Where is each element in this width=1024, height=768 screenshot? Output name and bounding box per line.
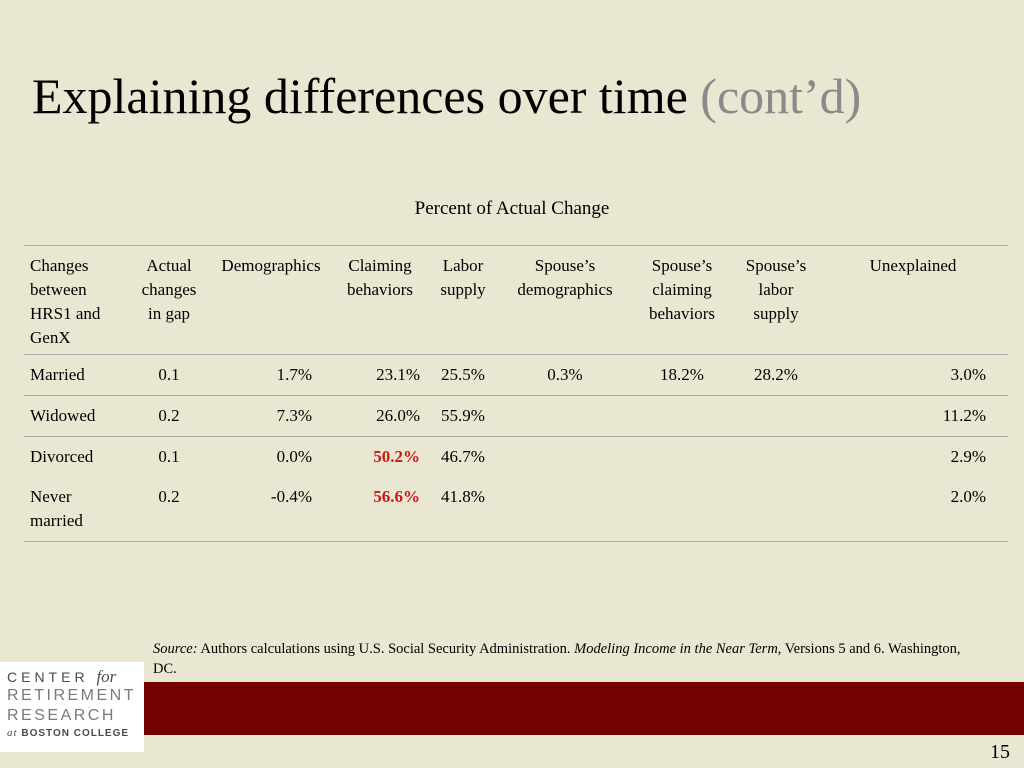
cell-spouse-labor: 28.2% (734, 354, 818, 396)
cell-claiming-highlighted: 56.6% (334, 477, 426, 542)
table-row: Divorced 0.1 0.0% 50.2% 46.7% 2.9% (24, 437, 1008, 478)
cell-spouse-claiming (630, 477, 734, 542)
cell-demographics: -0.4% (208, 477, 334, 542)
table-row: Never married 0.2 -0.4% 56.6% 41.8% 2.0% (24, 477, 1008, 542)
cell-spouse-labor (734, 395, 818, 437)
cell-gap: 0.2 (130, 477, 208, 542)
cell-spouse-demographics: 0.3% (500, 354, 630, 396)
title-suffix: (cont’d) (700, 68, 862, 124)
title-main: Explaining differences over time (32, 68, 688, 124)
row-label: Never married (24, 477, 130, 542)
cell-labor: 41.8% (426, 477, 500, 542)
row-label: Divorced (30, 447, 94, 466)
cell-claiming: 26.0% (334, 395, 426, 437)
crr-logo: CENTER for RETIREMENT RESEARCH at BOSTON… (0, 662, 144, 752)
logo-line-retirement: RETIREMENT (7, 687, 136, 704)
cell-gap: 0.1 (158, 447, 180, 466)
cell-labor: 46.7% (441, 447, 485, 466)
cell-unexplained: 3.0% (818, 354, 1008, 396)
cell-demographics: 7.3% (208, 395, 334, 437)
header-actual-changes: Actual changes in gap (130, 245, 208, 355)
results-table: Changes between HRS1 and GenX Actual cha… (24, 245, 1008, 542)
cell-spouse-claiming (630, 437, 734, 478)
slide-title: Explaining differences over time (cont’d… (32, 64, 861, 128)
row-label: Married (24, 354, 130, 396)
cell-labor: 25.5% (426, 354, 500, 396)
cell-demographics: 0.0% (276, 447, 312, 466)
header-spouse-claiming: Spouse’s claiming behaviors (630, 245, 734, 355)
cell-unexplained: 2.0% (818, 477, 1008, 542)
page-number: 15 (990, 741, 1010, 763)
source-label: Source: (153, 641, 198, 657)
cell-gap: 0.2 (130, 395, 208, 437)
cell-spouse-demographics (500, 437, 630, 478)
cell-spouse-demographics (500, 477, 630, 542)
cell-spouse-labor (734, 437, 818, 478)
cell-labor: 55.9% (426, 395, 500, 437)
footer-band (0, 682, 1024, 735)
row-label: Widowed (24, 395, 130, 437)
cell-demographics: 1.7% (208, 354, 334, 396)
header-labor-supply: Labor supply (426, 245, 500, 355)
cell-spouse-labor (734, 477, 818, 542)
header-spouse-demographics: Spouse’s demographics (500, 245, 630, 355)
cell-claiming-highlighted: 50.2% (373, 447, 420, 466)
cell-spouse-claiming (630, 395, 734, 437)
header-claiming: Claiming behaviors (334, 245, 426, 355)
cell-spouse-demographics (500, 395, 630, 437)
logo-line-boston-college: at BOSTON COLLEGE (7, 727, 130, 739)
table-caption: Percent of Actual Change (414, 198, 610, 219)
cell-unexplained: 2.9% (950, 447, 986, 466)
source-publication: Modeling Income in the Near Term (574, 641, 778, 657)
header-changes: Changes between HRS1 and GenX (24, 245, 130, 355)
header-spouse-labor: Spouse’s labor supply (734, 245, 818, 355)
cell-spouse-claiming: 18.2% (630, 354, 734, 396)
table-row: Widowed 0.2 7.3% 26.0% 55.9% 11.2% (24, 395, 1008, 437)
logo-line-research: RESEARCH (7, 707, 116, 724)
header-unexplained: Unexplained (818, 245, 1008, 355)
cell-claiming: 23.1% (334, 354, 426, 396)
logo-line-center: CENTER for (7, 667, 117, 686)
cell-unexplained: 11.2% (818, 395, 1008, 437)
table-row: Married 0.1 1.7% 23.1% 25.5% 0.3% 18.2% … (24, 354, 1008, 396)
header-demographics: Demographics (208, 245, 334, 355)
source-text-end: , Versions 5 and 6. Washington, DC. (153, 641, 961, 677)
source-text: Authors calculations using U.S. Social S… (197, 641, 575, 657)
cell-gap: 0.1 (130, 354, 208, 396)
source-note: Source: Authors calculations using U.S. … (153, 639, 983, 679)
table-header-row: Changes between HRS1 and GenX Actual cha… (24, 245, 1008, 355)
